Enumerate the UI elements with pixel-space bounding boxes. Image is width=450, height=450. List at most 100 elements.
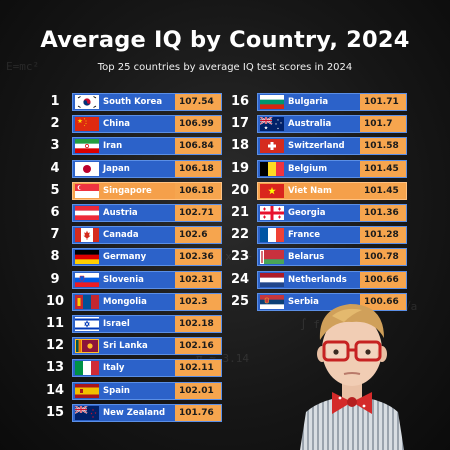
country-bar: Bulgaria 101.71	[257, 93, 407, 111]
iq-score: 102.3	[175, 293, 221, 310]
rank-number: 24	[230, 271, 250, 287]
country-name: South Korea	[103, 97, 163, 107]
country-bar: Netherlands 100.66	[257, 270, 407, 289]
chalk-doodle: E=mc²	[6, 60, 40, 73]
lk-flag-icon	[75, 339, 99, 354]
jp-flag-icon	[75, 161, 99, 176]
vn-flag-icon	[260, 183, 284, 198]
country-name: Spain	[103, 385, 130, 396]
country-name: China	[103, 119, 130, 130]
rank-number: 2	[50, 116, 60, 132]
rank-number: 18	[230, 138, 250, 154]
country-name: Singapore	[103, 185, 152, 196]
rs-flag-icon	[260, 294, 284, 309]
rank-number: 17	[230, 116, 250, 132]
rank-number: 4	[50, 160, 60, 176]
country-bar: Austria 102.71	[72, 204, 222, 222]
country-name: Belgium	[288, 163, 328, 174]
ch-flag-icon	[260, 139, 284, 154]
si-flag-icon	[75, 272, 99, 287]
country-bar: New Zealand 101.76	[72, 403, 222, 422]
country-bar: Belgium 101.45	[257, 159, 407, 178]
country-bar: Slovenia 102.31	[72, 270, 222, 289]
country-bar: Switzerland 101.58	[257, 137, 407, 156]
rank-number: 12	[45, 338, 65, 354]
fr-flag-icon	[260, 228, 284, 243]
boy-with-glasses-illustration	[300, 304, 404, 450]
kr-flag-icon	[75, 95, 99, 109]
rank-number: 14	[45, 382, 65, 398]
country-bar: Germany 102.36	[72, 248, 222, 267]
nz-flag-icon	[75, 405, 99, 420]
iq-score: 101.58	[360, 138, 406, 155]
country-name: Israel	[103, 319, 130, 329]
country-name: Switzerland	[288, 141, 345, 152]
at-flag-icon	[75, 206, 99, 220]
iq-score: 102.01	[175, 382, 221, 399]
es-flag-icon	[75, 383, 99, 398]
rank-number: 15	[45, 404, 65, 420]
iq-score: 101.28	[360, 227, 406, 244]
country-bar: Israel 102.18	[72, 315, 222, 333]
iq-score: 102.36	[175, 249, 221, 266]
country-name: Viet Nam	[288, 185, 332, 196]
rank-number: 8	[50, 249, 60, 265]
rank-number: 19	[230, 160, 250, 176]
rank-number: 13	[45, 360, 65, 376]
country-name: New Zealand	[103, 407, 166, 418]
country-bar: Georgia 101.36	[257, 204, 407, 222]
country-name: Georgia	[288, 208, 326, 218]
country-name: Bulgaria	[288, 97, 329, 107]
country-name: Italy	[103, 363, 125, 374]
rank-number: 16	[230, 94, 250, 109]
country-name: Germany	[103, 252, 147, 263]
ca-flag-icon	[75, 228, 99, 243]
il-flag-icon	[75, 317, 99, 331]
country-bar: Viet Nam 101.45	[257, 181, 407, 200]
iq-score: 101.45	[360, 182, 406, 199]
iq-score: 106.84	[175, 138, 221, 155]
iq-score: 102.71	[175, 205, 221, 221]
country-name: Australia	[288, 119, 332, 130]
iq-score: 100.66	[360, 271, 406, 288]
it-flag-icon	[75, 361, 99, 376]
iq-score: 106.18	[175, 160, 221, 177]
country-name: Serbia	[288, 296, 319, 307]
iq-score: 101.7	[360, 116, 406, 133]
country-name: Belarus	[288, 252, 325, 263]
country-bar: Sri Lanka 102.16	[72, 337, 222, 356]
sg-flag-icon	[75, 183, 99, 198]
ge-flag-icon	[260, 206, 284, 220]
rank-number: 3	[50, 138, 60, 154]
country-bar: Belarus 100.78	[257, 248, 407, 267]
rank-number: 10	[45, 293, 65, 309]
chalk-doodle: √a	[404, 300, 418, 313]
rank-number: 1	[50, 94, 60, 109]
iq-score: 102.18	[175, 316, 221, 332]
country-name: Netherlands	[288, 274, 347, 285]
country-name: France	[288, 230, 321, 241]
country-bar: South Korea 107.54	[72, 93, 222, 111]
country-bar: Mongolia 102.3	[72, 292, 222, 311]
rank-number: 20	[230, 182, 250, 198]
rank-number: 6	[50, 205, 60, 220]
iq-score: 101.71	[360, 94, 406, 110]
country-name: Japan	[103, 163, 130, 174]
mn-flag-icon	[75, 294, 99, 309]
country-name: Iran	[103, 141, 123, 152]
rank-number: 21	[230, 205, 250, 220]
rank-number: 5	[50, 182, 60, 198]
rank-number: 9	[50, 271, 60, 287]
iq-score: 102.11	[175, 360, 221, 377]
iq-score: 107.54	[175, 94, 221, 110]
iq-score: 102.31	[175, 271, 221, 288]
country-name: Austria	[103, 208, 138, 218]
country-bar: Japan 106.18	[72, 159, 222, 178]
nl-flag-icon	[260, 272, 284, 287]
country-name: Slovenia	[103, 274, 144, 285]
rank-number: 7	[50, 227, 60, 243]
country-bar: Iran 106.84	[72, 137, 222, 156]
iq-score: 101.76	[175, 404, 221, 421]
be-flag-icon	[260, 161, 284, 176]
iq-score: 106.99	[175, 116, 221, 133]
